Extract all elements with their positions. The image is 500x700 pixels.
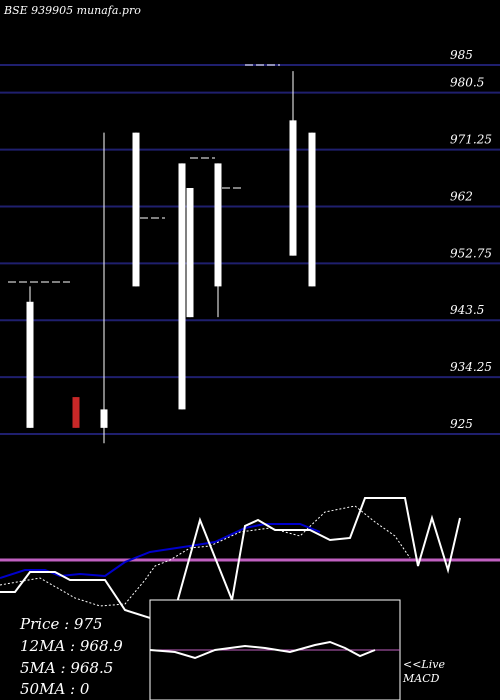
chart-header: BSE 939905 munafa.pro	[3, 4, 141, 17]
candle-body	[178, 163, 186, 410]
price-level-label: 962	[450, 189, 473, 203]
price-level-label: 925	[450, 417, 473, 431]
price-level-labels: 985 980.5 971.25 962 952.75 943.5 934.25 925	[450, 48, 492, 431]
candle-body	[186, 188, 194, 318]
signal-line	[0, 505, 411, 607]
macd-label: <<Live MACD	[402, 658, 445, 685]
macd-line	[149, 640, 376, 660]
ma50-stat: 50MA : 0	[20, 680, 90, 698]
candle-body	[72, 397, 80, 428]
candles	[8, 64, 316, 444]
ma12-stat: 12MA : 968.9	[20, 637, 123, 655]
candle-body	[26, 301, 34, 428]
price-gridlines	[0, 64, 500, 435]
candle-body	[132, 132, 140, 287]
candle-body	[289, 120, 297, 256]
price-stat: Price : 975	[19, 615, 103, 633]
price-level-label: 985	[450, 48, 473, 62]
candle-body	[308, 132, 316, 287]
price-level-label: 943.5	[450, 303, 484, 317]
candle-body	[214, 163, 222, 287]
ma5-stat: 5MA : 968.5	[20, 659, 113, 677]
candle-body	[100, 409, 108, 428]
price-level-label: 934.25	[450, 360, 492, 374]
indicator-line	[0, 497, 461, 620]
price-level-label: 952.75	[450, 246, 492, 260]
price-level-label: 980.5	[450, 76, 484, 90]
price-level-label: 971.25	[450, 133, 492, 147]
